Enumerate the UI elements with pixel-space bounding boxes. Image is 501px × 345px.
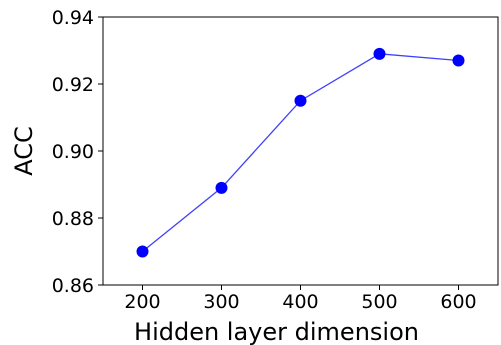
data-point [294,94,307,107]
plot-area [102,16,499,286]
x-tick-label: 200 [124,291,160,313]
data-point [452,54,465,67]
data-point [373,47,386,60]
y-tick-label: 0.86 [52,275,94,297]
x-axis-ticks: 200 300 400 500 600 [124,285,477,313]
y-tick-label: 0.90 [52,141,94,163]
plot-frame [102,16,499,286]
y-axis-title: ACC [10,126,38,176]
x-tick-label: 400 [282,291,318,313]
x-tick-label: 600 [440,291,476,313]
x-tick-label: 300 [203,291,239,313]
y-tick-label: 0.92 [52,74,94,96]
data-point [136,245,149,258]
series-line [142,53,459,253]
y-axis-ticks: 0.86 0.88 0.90 0.92 0.94 [52,7,103,297]
y-tick-label: 0.88 [52,208,94,230]
data-point [215,181,228,194]
y-tick-label: 0.94 [52,7,94,29]
x-tick-label: 500 [361,291,397,313]
x-axis-title: Hidden layer dimension [134,318,419,345]
